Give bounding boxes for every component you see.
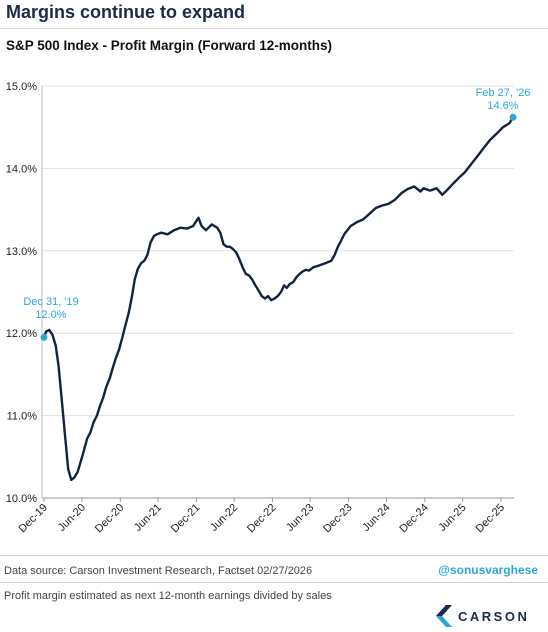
chart-title: S&P 500 Index - Profit Margin (Forward 1… (6, 38, 333, 53)
chart-headline: Margins continue to expand (6, 2, 246, 22)
methodology-note: Profit margin estimated as next 12-month… (4, 590, 332, 602)
carson-logo-text: CARSON (458, 608, 530, 624)
y-tick-label: 10.0% (6, 493, 37, 505)
annotation-value-label: 12.0% (35, 309, 66, 321)
author-handle[interactable]: @sonusvarghese (438, 563, 538, 577)
carson-logo: CARSON (436, 604, 529, 628)
footer-divider (0, 555, 548, 556)
x-tick-label: Jun-20 (56, 502, 88, 534)
annotation-date-label: Dec 31, '19 (23, 296, 78, 308)
x-tick-label: Dec-24 (397, 502, 431, 536)
endpoint-marker (509, 113, 517, 121)
x-tick-label: Dec-19 (17, 502, 51, 536)
y-tick-label: 13.0% (6, 246, 37, 258)
data-source-text: Data source: Carson Investment Research,… (4, 565, 313, 577)
x-tick-label: Dec-22 (245, 502, 279, 536)
footer-divider-2 (0, 582, 548, 583)
y-tick-label: 12.0% (6, 328, 37, 340)
profit-margin-line (42, 116, 515, 482)
carson-logo-icon (436, 605, 452, 627)
annotation-date-label: Feb 27, '26 (476, 87, 531, 99)
profit-margin-chart: 10.0%11.0%12.0%13.0%14.0%15.0%Dec-19 Jun-… (6, 81, 531, 536)
x-tick-label: Dec-23 (321, 502, 355, 536)
x-tick-label: Jun-24 (360, 502, 392, 534)
x-tick-label: Jun-23 (284, 502, 316, 534)
x-tick-label: Jun-25 (436, 502, 468, 534)
endpoint-marker (40, 333, 48, 341)
x-tick-label: Dec-20 (93, 502, 127, 536)
y-tick-label: 11.0% (7, 411, 38, 423)
x-tick-label: Dec-21 (169, 502, 203, 536)
annotation-value-label: 14.6% (487, 100, 518, 112)
x-tick-label: Dec-25 (473, 502, 507, 536)
header-divider (0, 28, 548, 29)
y-tick-label: 15.0% (6, 81, 37, 93)
x-tick-label: Jun-22 (208, 502, 240, 534)
y-tick-label: 14.0% (6, 163, 37, 175)
x-tick-label: Jun-21 (132, 502, 164, 534)
